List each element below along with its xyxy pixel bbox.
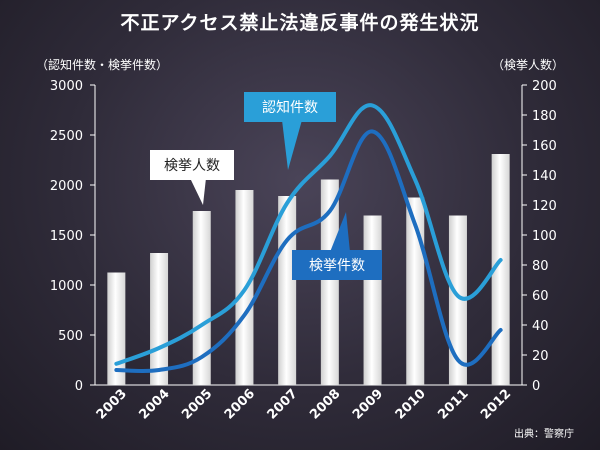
x-tick-label: 2010	[393, 386, 429, 422]
y-left-tick-label: 2000	[50, 179, 83, 194]
x-tick-label: 2012	[478, 386, 514, 422]
y-left-tick-label: 500	[58, 329, 83, 344]
callout-recognized-tail	[282, 120, 302, 170]
y-left-tick-label: 0	[75, 379, 83, 394]
y-left-tick-label: 1500	[50, 229, 83, 244]
callout-recognized: 認知件数	[244, 92, 336, 170]
bar-arrest-persons	[278, 196, 297, 385]
bar-arrest-persons	[150, 253, 169, 385]
callout-persons: 検挙人数	[150, 150, 234, 205]
callout-cleared-box	[292, 250, 382, 280]
callout-recognized-box	[244, 92, 336, 122]
bar-arrest-persons	[107, 272, 126, 385]
y-right-tick-label: 200	[532, 79, 557, 94]
bar-arrest-persons	[320, 179, 339, 385]
callout-persons-box	[150, 150, 234, 180]
chart-title: 不正アクセス禁止法違反事件の発生状況	[120, 12, 480, 34]
source-note: 出典：警察庁	[514, 429, 574, 440]
x-tick-label: 2008	[307, 386, 343, 422]
y-left-tick-label: 3000	[50, 79, 83, 94]
x-tick-label: 2011	[435, 386, 471, 422]
y-axis-right-label: （検挙人数）	[491, 58, 564, 72]
x-tick-label: 2005	[179, 386, 215, 422]
x-tick-label: 2007	[265, 386, 301, 422]
bar-arrest-persons	[363, 215, 382, 385]
y-right-tick-label: 100	[532, 229, 557, 244]
bar-arrest-persons	[491, 154, 510, 385]
line-recognized-cases	[114, 103, 503, 366]
y-left-tick-label: 1000	[50, 279, 83, 294]
callout-cleared-label: 検挙件数	[309, 258, 365, 274]
callout-persons-label: 検挙人数	[164, 158, 220, 174]
bar-arrest-persons	[448, 215, 467, 385]
y-right-tick-label: 0	[532, 379, 540, 394]
callout-cleared: 検挙件数	[292, 212, 382, 280]
y-left-tick-label: 2500	[50, 129, 83, 144]
y-axis-left-label: （認知件数・検挙件数）	[36, 58, 169, 72]
bar-arrest-persons	[192, 211, 211, 385]
y-right-tick-label: 180	[532, 109, 557, 124]
y-right-tick-label: 40	[532, 319, 549, 334]
y-right-tick-label: 140	[532, 169, 557, 184]
callout-recognized-label: 認知件数	[262, 99, 318, 116]
x-tick-label: 2009	[350, 386, 386, 422]
x-tick-label: 2006	[222, 386, 258, 422]
callout-persons-tail	[190, 178, 206, 205]
y-right-tick-label: 60	[532, 289, 549, 304]
y-right-tick-label: 160	[532, 139, 557, 154]
x-tick-label: 2003	[94, 386, 130, 422]
y-right-tick-label: 120	[532, 199, 557, 214]
y-right-tick-label: 20	[532, 349, 549, 364]
callout-cleared-tail	[330, 212, 350, 252]
x-tick-label: 2004	[136, 386, 172, 422]
y-right-tick-label: 80	[532, 259, 549, 274]
